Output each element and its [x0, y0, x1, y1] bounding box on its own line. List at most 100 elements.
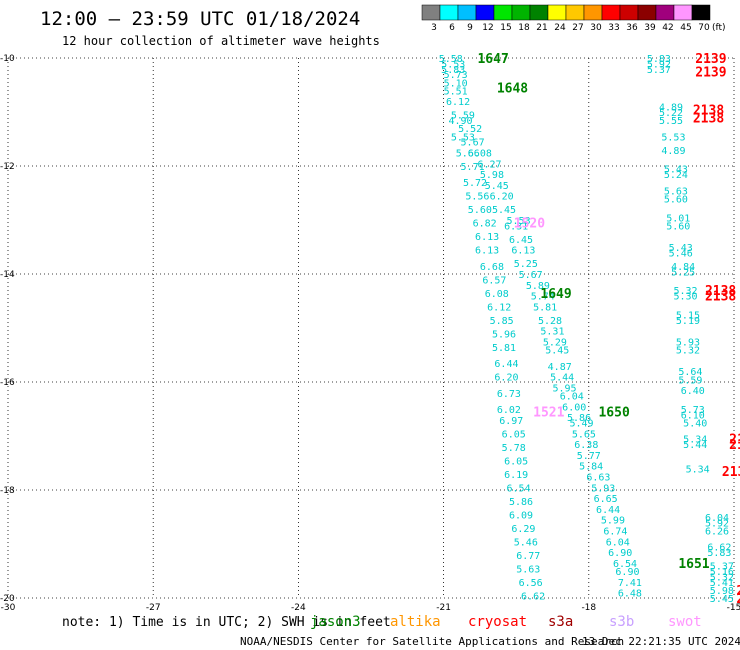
wave-height-point: 5.93	[676, 338, 700, 349]
wave-height-point: 5.56	[465, 192, 489, 203]
satellite-legend-altika: altika	[390, 614, 441, 630]
wave-height-point: 6.05	[502, 429, 526, 440]
wave-height-point: 6.10	[681, 410, 705, 421]
wave-height-point: 6.77	[516, 551, 540, 562]
wave-height-point: 5.65	[572, 429, 596, 440]
pass-label: 2137	[729, 433, 740, 448]
wave-height-point: 5.22	[659, 108, 683, 119]
pass-label: 2139	[695, 66, 726, 81]
colorbar-label: 39	[644, 23, 656, 33]
pass-label: 2138	[693, 103, 724, 118]
wave-height-point: 5.99	[601, 516, 625, 527]
pass-label: 2138	[705, 284, 736, 299]
wave-height-point: 5.96	[492, 329, 516, 340]
wave-height-point: 6.12	[446, 97, 470, 108]
wave-height-point: 6.57	[482, 275, 506, 286]
wave-height-point: 6.82	[473, 219, 497, 230]
pass-label: 1649	[540, 287, 571, 302]
wave-height-point: 7.41	[618, 578, 642, 589]
x-tick-label: -18	[581, 603, 596, 613]
colorbar-legend: 3 6 9 12 15 18 21 24 27 30 33 36 39 42 45 70 (ft)	[421, 4, 726, 33]
colorbar-label: 9	[467, 23, 473, 33]
wave-height-point: 6.65	[594, 494, 618, 505]
x-tick-label: -21	[436, 603, 451, 613]
y-tick-label: -18	[0, 486, 15, 496]
wave-height-point: 5.37	[710, 562, 734, 573]
wave-height-point: 6.26	[705, 527, 729, 538]
wave-height-point: 6.13	[475, 232, 499, 243]
wave-height-point: 5.44	[550, 373, 574, 384]
colorbar-swatch	[547, 4, 567, 21]
wave-height-point: 5.43	[664, 165, 688, 176]
wave-height-point: 6.04	[606, 537, 630, 548]
wave-height-point: 4.89	[661, 146, 685, 157]
pass-label: 2136	[736, 592, 740, 607]
wave-height-point: 5.86	[509, 497, 533, 508]
wave-height-point: 5.98	[480, 170, 504, 181]
series-1649-1651: 6.68 5.255.67 6.57 5.89 6.08 5.74 6.12 5.81 5.28…	[480, 259, 642, 602]
wave-height-point: 6.97	[499, 416, 523, 427]
series-1647-1648: 5.585.535.835.735.105.516.125.594.905.52…	[439, 54, 536, 257]
colorbar-swatch	[493, 4, 513, 21]
x-tick-label: -24	[291, 603, 306, 613]
satellite-legend-cryosat: cryosat	[468, 614, 527, 630]
colorbar-label: 30	[590, 23, 602, 33]
wave-height-point: 5.32	[674, 286, 698, 297]
colorbar-label: 6	[449, 23, 455, 33]
wave-height-point: 4.84	[671, 262, 695, 273]
wave-height-point: 4.87	[548, 362, 572, 373]
wave-height-point: 6.45	[509, 235, 533, 246]
footer-credit: NOAA/NESDIS Center for Satellite Applica…	[240, 635, 624, 648]
wave-height-point: 5.58	[439, 54, 463, 65]
wave-height-point: 5.77	[577, 451, 601, 462]
colorbar-label: 70	[698, 23, 710, 33]
wave-height-point: 6.20	[490, 192, 514, 203]
wave-height-point: 5.28	[538, 316, 562, 327]
wave-height-point: 4.90	[448, 116, 472, 127]
wave-height-point: 5.84	[579, 462, 603, 473]
wave-height-point: 5.81	[492, 343, 516, 354]
series-2136-2139: 5.835.925.374.895.225.555.534.895.435.24…	[647, 54, 734, 605]
wave-height-point: 5.45	[492, 205, 516, 216]
colorbar-swatch	[439, 4, 459, 21]
satellite-legend: jason3 altika cryosat s3a s3b swot	[310, 614, 702, 630]
wave-height-point: 5.37	[647, 65, 671, 76]
wave-height-point: 5.53	[441, 59, 465, 70]
wave-height-point: 6.62	[707, 543, 731, 554]
wave-height-point: 6.56	[519, 578, 543, 589]
wave-height-point: 5.92	[705, 518, 729, 529]
colorbar-swatch	[673, 4, 693, 21]
wave-height-point: 5.32	[676, 346, 700, 357]
wave-height-point: 5.86	[567, 413, 591, 424]
wave-height-point: 5.83	[707, 548, 731, 559]
satellite-legend-s3b: s3b	[609, 614, 634, 630]
wave-height-point: 6.13	[475, 246, 499, 257]
wave-height-point: 6.90	[615, 567, 639, 578]
wave-height-point: 5.16	[710, 567, 734, 578]
wave-height-point: 6.48	[618, 589, 642, 600]
pass-label: 1648	[497, 82, 528, 97]
wave-height-point: 5.46	[669, 248, 693, 259]
wave-height-point: 5.25	[671, 267, 695, 278]
wave-height-point: 5.59	[451, 111, 475, 122]
wave-height-point: 6.09	[509, 510, 533, 521]
colorbar-label: 33	[608, 23, 619, 33]
wave-height-point: 5.63	[664, 186, 688, 197]
pass-label: 1520	[514, 217, 545, 232]
colorbar-swatch	[421, 4, 441, 21]
wave-height-point: 5.64	[678, 367, 702, 378]
wave-height-point: 5.31	[540, 327, 564, 338]
wave-height-point: 5.92	[647, 59, 671, 70]
plot-area: -30 -27 -24 -21 -18 -15 -10 -12 -14 -16 -18 -20 5.58…	[0, 52, 740, 613]
wave-height-point: 5.45	[710, 594, 734, 605]
wave-height-point: 5.95	[553, 383, 577, 394]
wave-height-point: 5.43	[669, 243, 693, 254]
colorbar-swatch	[475, 4, 495, 21]
wave-height-point: 5.67	[461, 138, 485, 149]
footer-note: note: 1) Time is in UTC; 2) SWH is in fe…	[62, 615, 391, 630]
wave-height-point: 5.45	[545, 346, 569, 357]
wave-height-point: 5.34	[683, 435, 707, 446]
wave-height-point: 5.74	[531, 292, 555, 303]
wave-height-point: 6.00	[562, 402, 586, 413]
chart-title: 12:00 — 23:59 UTC 01/18/2024	[40, 8, 360, 30]
